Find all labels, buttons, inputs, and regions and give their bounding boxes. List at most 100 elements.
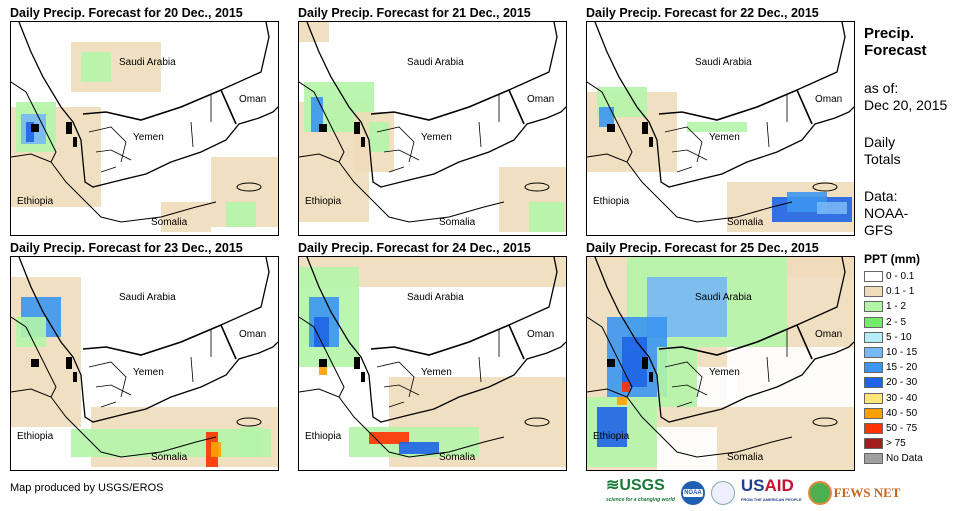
legend-swatch bbox=[864, 347, 883, 359]
label-saudi-arabia: Saudi Arabia bbox=[407, 292, 464, 303]
precip-area bbox=[369, 122, 389, 152]
panel-title: Daily Precip. Forecast for 22 Dec., 2015 bbox=[586, 6, 819, 20]
legend-label: 15 - 20 bbox=[886, 362, 918, 374]
legend-label: 1 - 2 bbox=[886, 301, 907, 313]
map-borders bbox=[587, 22, 854, 223]
label-oman: Oman bbox=[527, 329, 554, 340]
precip-area bbox=[161, 202, 211, 232]
precip-area bbox=[26, 122, 34, 142]
precip-area bbox=[314, 317, 329, 347]
label-yemen: Yemen bbox=[709, 132, 740, 143]
label-oman: Oman bbox=[239, 329, 266, 340]
map-panel-24dec: Saudi Arabia Oman Yemen Ethiopia Somalia bbox=[298, 256, 567, 471]
legend-swatch bbox=[864, 392, 883, 404]
precip-area bbox=[657, 427, 717, 470]
label-ethiopia: Ethiopia bbox=[593, 431, 630, 442]
noaa-logo-text: NOAA bbox=[683, 489, 703, 497]
legend-swatch bbox=[864, 422, 883, 434]
label-ethiopia: Ethiopia bbox=[17, 196, 54, 207]
precip-area bbox=[817, 202, 847, 214]
legend-swatch bbox=[864, 316, 883, 328]
map-panel-22dec: Saudi Arabia Oman Yemen Ethiopia Somalia bbox=[586, 21, 855, 236]
panel-title: Daily Precip. Forecast for 23 Dec., 2015 bbox=[10, 241, 243, 255]
data-source: Data: NOAA- GFS bbox=[864, 188, 909, 238]
legend-item: 30 - 40 bbox=[864, 391, 923, 406]
side-title: Precip. Forecast bbox=[864, 25, 927, 59]
legend-swatch bbox=[864, 286, 883, 298]
legend-item: 15 - 20 bbox=[864, 360, 923, 375]
legend-label: 20 - 30 bbox=[886, 377, 918, 389]
legend-item: 2 - 5 bbox=[864, 315, 923, 330]
map-panel-20dec: Saudi Arabia Oman Yemen Ethiopia Somalia bbox=[10, 21, 279, 236]
label-ethiopia: Ethiopia bbox=[17, 431, 54, 442]
panel-title: Daily Precip. Forecast for 25 Dec., 2015 bbox=[586, 241, 819, 255]
label-yemen: Yemen bbox=[709, 367, 740, 378]
legend-item: 10 - 15 bbox=[864, 345, 923, 360]
precip-area bbox=[369, 432, 409, 444]
legend-swatch bbox=[864, 331, 883, 343]
precip-area bbox=[622, 382, 630, 392]
panel-title: Daily Precip. Forecast for 21 Dec., 2015 bbox=[298, 6, 531, 20]
map-borders bbox=[299, 22, 566, 223]
precip-area bbox=[81, 52, 111, 82]
islands bbox=[319, 357, 365, 382]
map-panel-21dec: Saudi Arabia Oman Yemen Ethiopia Somalia bbox=[298, 21, 567, 236]
precip-area bbox=[16, 317, 46, 347]
islands bbox=[319, 122, 365, 147]
islands bbox=[607, 122, 653, 147]
map-borders bbox=[11, 22, 278, 223]
legend-label: 40 - 50 bbox=[886, 407, 918, 419]
legend-label: 10 - 15 bbox=[886, 347, 918, 359]
precip-area bbox=[311, 97, 323, 132]
legend-swatch bbox=[864, 271, 883, 283]
label-somalia: Somalia bbox=[727, 452, 764, 463]
precip-area bbox=[687, 122, 747, 132]
precip-area bbox=[399, 442, 439, 454]
legend-title: PPT (mm) bbox=[864, 252, 921, 266]
panel-title: Daily Precip. Forecast for 20 Dec., 2015 bbox=[10, 6, 243, 20]
islands bbox=[31, 357, 77, 382]
credit: Map produced by USGS/EROS bbox=[10, 482, 164, 494]
legend-item: > 75 bbox=[864, 436, 923, 451]
precip-area bbox=[697, 367, 737, 407]
label-ethiopia: Ethiopia bbox=[593, 196, 630, 207]
legend-swatch bbox=[864, 438, 883, 450]
noaa-logo: NOAA bbox=[680, 481, 705, 505]
legend-swatch bbox=[864, 301, 883, 313]
label-saudi-arabia: Saudi Arabia bbox=[119, 57, 176, 68]
legend-label: 0.1 - 1 bbox=[886, 286, 915, 298]
islands bbox=[607, 357, 653, 382]
label-yemen: Yemen bbox=[421, 367, 452, 378]
precip-area bbox=[599, 107, 614, 127]
label-oman: Oman bbox=[815, 94, 842, 105]
precip-area bbox=[597, 407, 627, 447]
fews-net-logo: FEWS NET bbox=[807, 481, 900, 505]
label-ethiopia: Ethiopia bbox=[305, 196, 342, 207]
label-ethiopia: Ethiopia bbox=[305, 431, 342, 442]
usaid-seal bbox=[710, 481, 735, 505]
label-saudi-arabia: Saudi Arabia bbox=[119, 292, 176, 303]
label-oman: Oman bbox=[239, 94, 266, 105]
precip-area bbox=[657, 347, 697, 407]
daily-totals: Daily Totals bbox=[864, 134, 901, 167]
legend-item: 0.1 - 1 bbox=[864, 284, 923, 299]
precip-area bbox=[211, 442, 221, 457]
map-panel-23dec: Saudi Arabia Oman Yemen Ethiopia Somalia bbox=[10, 256, 279, 471]
legend-item: No Data bbox=[864, 451, 923, 466]
legend-label: 5 - 10 bbox=[886, 331, 912, 343]
legend-label: 50 - 75 bbox=[886, 422, 918, 434]
legend-item: 0 - 0.1 bbox=[864, 269, 923, 284]
label-oman: Oman bbox=[527, 94, 554, 105]
precip-area bbox=[319, 367, 327, 375]
legend-swatch bbox=[864, 377, 883, 389]
legend-label: 0 - 0.1 bbox=[886, 271, 915, 283]
logos: ≋USGS science for a changing world NOAA U… bbox=[606, 477, 900, 507]
legend-item: 40 - 50 bbox=[864, 406, 923, 421]
legend-label: > 75 bbox=[886, 438, 906, 450]
legend-item: 20 - 30 bbox=[864, 375, 923, 390]
label-yemen: Yemen bbox=[133, 132, 164, 143]
precip-area bbox=[787, 257, 854, 277]
label-somalia: Somalia bbox=[151, 217, 188, 228]
legend-item: 1 - 2 bbox=[864, 299, 923, 314]
as-of: as of: Dec 20, 2015 bbox=[864, 80, 948, 113]
